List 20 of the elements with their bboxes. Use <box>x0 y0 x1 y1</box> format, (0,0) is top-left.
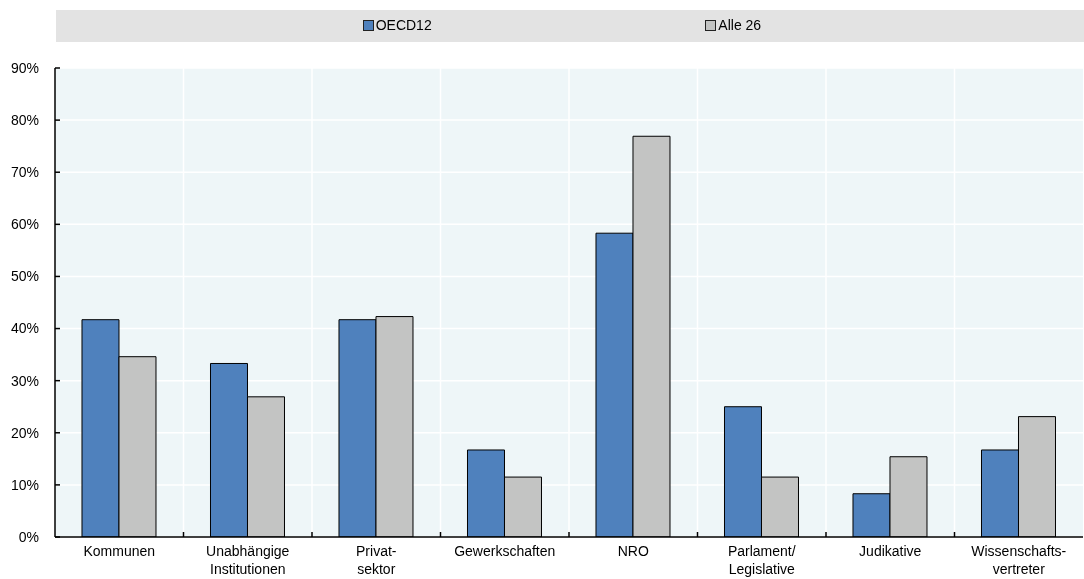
y-tick-label: 10% <box>10 476 39 493</box>
x-tick-label: Unabhängige Institutionen <box>206 543 290 577</box>
y-tick-label: 80% <box>10 112 39 129</box>
x-tick-label: Privat- sektor <box>356 543 397 577</box>
x-tick-label: Judikative <box>859 543 922 559</box>
legend-label: OECD12 <box>375 17 432 33</box>
x-tick-label: Wissenschafts- vertreter <box>971 543 1067 577</box>
y-tick-label: 40% <box>10 320 39 337</box>
x-tick-label: NRO <box>617 543 649 559</box>
y-tick-label: 60% <box>10 216 39 233</box>
legend-label: Alle 26 <box>718 17 762 33</box>
y-tick-label: 20% <box>10 424 39 441</box>
y-tick-label: 30% <box>10 372 39 389</box>
x-tick-label: Parlament/ Legislative <box>727 543 796 577</box>
y-tick-label: 90% <box>10 59 39 76</box>
x-tick-label: Kommunen <box>83 543 156 559</box>
y-tick-label: 0% <box>18 528 39 545</box>
x-tick-label: Gewerkschaften <box>454 543 556 559</box>
y-tick-label: 50% <box>10 268 39 285</box>
y-tick-label: 70% <box>10 164 39 181</box>
